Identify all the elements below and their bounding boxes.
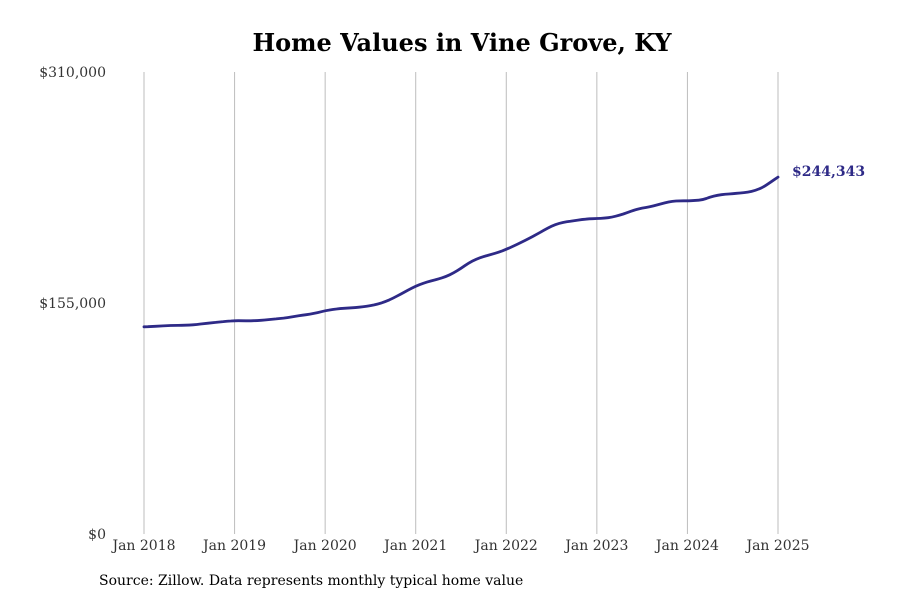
y-tick-label: $310,000 [39, 65, 106, 81]
x-gridlines [143, 72, 779, 534]
x-tick-label: Jan 2021 [382, 538, 447, 554]
x-tick-label: Jan 2024 [654, 538, 719, 554]
x-tick-label: Jan 2022 [473, 538, 538, 554]
x-tick-label: Jan 2018 [110, 538, 175, 554]
x-tick-label: Jan 2020 [292, 538, 357, 554]
chart-title: Home Values in Vine Grove, KY [252, 28, 672, 57]
y-tick-labels: $0 $155,000 $310,000 [39, 65, 106, 543]
x-tick-label: Jan 2023 [563, 538, 628, 554]
x-tick-label: Jan 2025 [744, 538, 809, 554]
end-value-label: $244,343 [792, 164, 865, 180]
x-tick-labels: Jan 2018 Jan 2019 Jan 2020 Jan 2021 Jan 2022… [110, 538, 809, 554]
source-note: Source: Zillow. Data represents monthly … [99, 573, 524, 589]
y-tick-label: $0 [88, 527, 106, 543]
x-tick-label: Jan 2019 [201, 538, 266, 554]
y-tick-label: $155,000 [39, 296, 106, 312]
series-line-home-values [142, 175, 780, 329]
